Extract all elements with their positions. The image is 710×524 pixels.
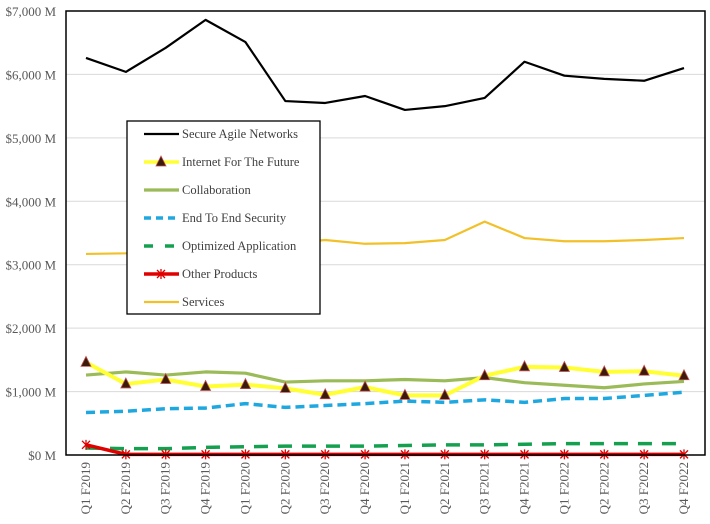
triangle-marker [638,364,650,376]
plot-area-border [65,10,706,456]
triangle-marker [518,359,531,372]
legend: Secure Agile Networks Internet For The Fu… [126,120,321,315]
star-marker [156,269,166,279]
x-tick-label: Q4 F2022 [676,462,691,514]
series-secure-agile-networks [85,18,685,112]
y-tick-label: $3,000 M [5,258,56,273]
x-tick-label: Q3 F2019 [158,462,173,514]
series-collaboration [85,370,685,390]
legend-item: Other Products [144,267,257,281]
series-line [85,18,685,112]
legend-label: Other Products [182,267,257,281]
x-tick-label: Q2 F2021 [437,462,452,514]
legend-item: Internet For The Future [144,155,300,169]
triangle-marker [160,372,172,384]
x-tick-label: Q1 F2021 [397,462,412,514]
x-tick-label: Q4 F2020 [357,462,372,514]
series-layer [80,18,690,460]
legend-label: Collaboration [182,183,251,197]
triangle-marker [199,379,212,391]
triangle-marker [598,365,610,377]
x-tick-label: Q3 F2022 [636,462,651,514]
triangle-marker [120,377,132,389]
legend-label: End To End Security [182,211,287,225]
triangle-marker [359,380,371,392]
legend-item: Collaboration [144,183,251,197]
y-tick-label: $4,000 M [5,194,56,209]
triangle-marker [279,381,291,393]
star-marker [81,439,91,450]
y-axis-tick-labels: $0 M $1,000 M $2,000 M $3,000 M $4,000 M $5,0… [5,4,56,463]
x-tick-label: Q3 F2021 [477,462,492,514]
series-end-to-end-security [85,390,685,415]
y-tick-label: $2,000 M [5,321,56,336]
series-line [85,390,685,415]
x-tick-label: Q4 F2019 [198,462,213,514]
x-tick-label: Q2 F2022 [596,462,611,514]
x-tick-label: Q2 F2019 [118,462,133,514]
x-tick-label: Q4 F2021 [517,462,532,514]
y-tick-label: $1,000 M [5,385,56,400]
legend-label: Optimized Application [182,239,297,253]
triangle-marker [558,360,571,372]
series-line [85,370,685,390]
triangle-marker [479,368,491,381]
legend-label: Services [182,295,224,309]
triangle-marker [678,368,690,381]
series-line [85,360,685,398]
legend-item: End To End Security [144,211,287,225]
legend-label: Secure Agile Networks [182,127,298,141]
legend-item: Services [144,295,224,309]
x-tick-label: Q1 F2019 [78,462,93,514]
series-optimized-application [85,441,684,451]
legend-label: Internet For The Future [182,155,300,169]
x-tick-label: Q1 F2022 [556,462,571,514]
triangle-marker [80,355,92,367]
triangle-marker [155,155,167,167]
y-tick-label: $7,000 M [5,4,56,19]
triangle-marker [239,377,252,389]
triangle-marker [439,388,451,400]
x-tick-label: Q1 F2020 [237,462,252,514]
series-line [85,441,684,451]
y-tick-label: $6,000 M [5,67,56,82]
triangle-marker [319,387,331,400]
x-tick-label: Q2 F2020 [277,462,292,514]
x-axis-tick-labels: Q1 F2019 Q2 F2019 Q3 F2019 Q4 F2019 Q1 F2020… [78,462,691,514]
y-tick-label: $5,000 M [5,131,56,146]
y-tick-label: $0 M [28,448,56,463]
legend-item: Optimized Application [144,239,297,253]
triangle-marker [399,388,411,400]
legend-item: Secure Agile Networks [144,127,298,141]
x-tick-label: Q3 F2020 [317,462,332,514]
series-internet-for-the-future [80,355,690,400]
